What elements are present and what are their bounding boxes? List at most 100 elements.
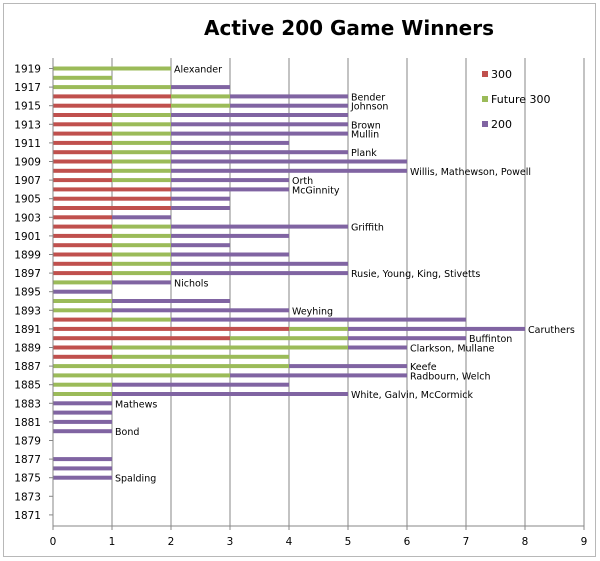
bar-1905-300 xyxy=(53,196,171,201)
bar-1897-300 xyxy=(53,271,112,276)
bar-layer xyxy=(53,66,525,480)
bar-1885-future-300 xyxy=(53,382,112,387)
bar-1891-future-300 xyxy=(289,326,348,331)
y-tick-label-1919: 1919 xyxy=(14,64,41,76)
bar-1908-future-300 xyxy=(112,168,171,173)
bar-1882-200 xyxy=(53,410,112,415)
bar-1898-300 xyxy=(53,261,112,266)
bar-1881-200 xyxy=(53,419,112,424)
bar-1896-future-300 xyxy=(53,280,112,285)
bar-1888-future-300 xyxy=(112,354,289,359)
annotation-1889: Clarkson, Mullane xyxy=(410,344,495,355)
annotation-1897: Rusie, Young, King, Stivetts xyxy=(351,269,480,280)
annotation-1913: Brown xyxy=(351,120,381,131)
bar-1912-300 xyxy=(53,131,112,136)
bar-1884-future-300 xyxy=(53,392,112,396)
bar-1892-200 xyxy=(171,317,466,322)
bar-1877-200 xyxy=(53,457,112,462)
bar-1911-future-300 xyxy=(112,140,171,145)
bar-1887-200 xyxy=(289,364,407,369)
bar-1894-future-300 xyxy=(53,299,112,303)
legend-label-1: Future 300 xyxy=(491,93,551,106)
bar-1910-300 xyxy=(53,150,112,155)
y-tick-label-1879: 1879 xyxy=(14,436,41,448)
bar-1918-future-300 xyxy=(53,75,112,80)
bar-1876-200 xyxy=(53,466,112,471)
bar-1909-200 xyxy=(171,159,407,164)
bar-1890-300 xyxy=(53,336,230,341)
annotation-1884: White, Galvin, McCormick xyxy=(351,390,474,401)
y-tick-label-1887: 1887 xyxy=(14,361,41,373)
bar-1880-200 xyxy=(53,429,112,434)
bar-1899-future-300 xyxy=(112,252,171,257)
legend: 300 Future 300 200 xyxy=(482,68,551,131)
y-tick-label-1897: 1897 xyxy=(14,268,41,280)
bar-1906-200 xyxy=(171,187,289,192)
bar-1910-future-300 xyxy=(112,150,171,155)
y-tick-label-1877: 1877 xyxy=(14,454,41,466)
y-tick-label-1893: 1893 xyxy=(14,305,41,317)
bar-1898-future-300 xyxy=(112,261,171,266)
bar-1902-200 xyxy=(171,224,348,229)
bar-1886-200 xyxy=(230,373,407,378)
legend-label-2: 200 xyxy=(491,118,512,131)
annotation-1915: Johnson xyxy=(350,102,388,113)
y-tick-label-1901: 1901 xyxy=(14,231,41,243)
x-tick-label-4: 4 xyxy=(286,536,293,548)
y-tick-label-1907: 1907 xyxy=(14,175,41,187)
bar-1900-200 xyxy=(171,243,230,248)
bar-1904-300 xyxy=(53,206,171,210)
annotation-1883: Mathews xyxy=(115,399,157,410)
bar-1911-200 xyxy=(171,140,289,145)
bar-1904-200 xyxy=(171,206,230,210)
y-tick-label-1905: 1905 xyxy=(14,194,41,206)
annotation-1880: Bond xyxy=(115,427,139,438)
bar-1893-200 xyxy=(112,308,289,313)
bar-1914-future-300 xyxy=(112,113,171,117)
bar-1900-300 xyxy=(53,243,112,248)
x-tick-label-7: 7 xyxy=(463,536,470,548)
bar-1913-future-300 xyxy=(112,122,171,127)
legend-swatch-1 xyxy=(482,96,488,102)
bar-1888-300 xyxy=(53,354,112,359)
legend-swatch-0 xyxy=(482,71,488,77)
bar-1911-300 xyxy=(53,140,112,145)
bar-1903-200 xyxy=(112,215,171,220)
y-tick-label-1881: 1881 xyxy=(14,417,41,429)
bar-1897-future-300 xyxy=(112,271,171,276)
bar-1913-300 xyxy=(53,122,112,127)
bar-1890-future-300 xyxy=(230,336,348,341)
bar-1915-200 xyxy=(230,103,348,108)
bar-1900-future-300 xyxy=(112,243,171,248)
bar-1889-300 xyxy=(53,345,112,350)
x-tick-label-2: 2 xyxy=(168,536,175,548)
y-tick-label-1903: 1903 xyxy=(14,212,41,224)
y-tick-label-1873: 1873 xyxy=(14,491,41,503)
bar-1908-300 xyxy=(53,168,112,173)
bar-1889-200 xyxy=(348,345,407,350)
annotation-1893: Weyhing xyxy=(292,306,333,317)
bar-1898-200 xyxy=(171,261,348,266)
y-tick-label-1895: 1895 xyxy=(14,287,41,299)
y-tick-label-1883: 1883 xyxy=(14,398,41,410)
bar-1901-200 xyxy=(171,233,289,238)
annotation-1902: Griffith xyxy=(351,223,384,234)
annotation-1875: Spalding xyxy=(115,474,156,485)
bar-1894-200 xyxy=(112,299,230,303)
bar-1901-future-300 xyxy=(112,233,171,238)
y-tick-label-1909: 1909 xyxy=(14,157,41,169)
bar-1912-future-300 xyxy=(112,131,171,136)
annotation-1908: Willis, Mathewson, Powell xyxy=(410,167,531,178)
bar-1897-200 xyxy=(171,271,348,276)
bar-1891-200 xyxy=(348,326,525,331)
bar-1901-300 xyxy=(53,233,112,238)
axis-layer: 1871187318751877187918811883188518871889… xyxy=(14,58,587,548)
bar-1892-future-300 xyxy=(112,317,171,322)
y-tick-label-1885: 1885 xyxy=(14,380,41,392)
bar-1916-future-300 xyxy=(171,94,230,99)
bar-1906-300 xyxy=(53,187,171,192)
grid-layer xyxy=(111,58,585,526)
y-tick-label-1889: 1889 xyxy=(14,343,41,355)
bar-1907-200 xyxy=(171,178,289,183)
